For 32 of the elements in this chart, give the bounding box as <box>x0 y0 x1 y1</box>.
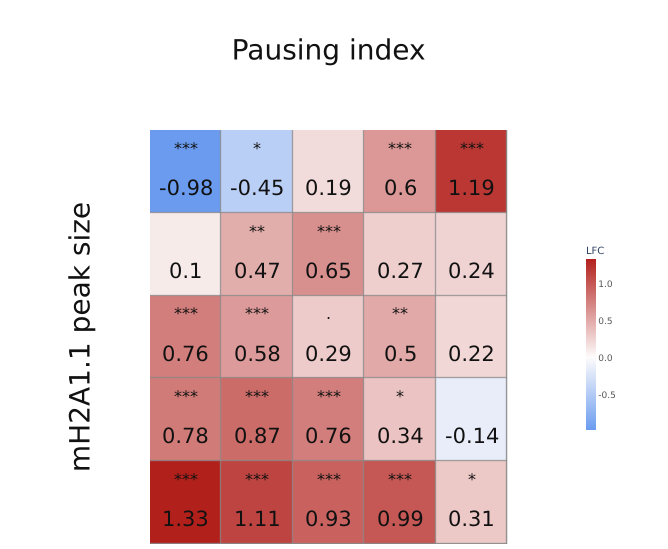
data-label: *** 0.99 <box>377 470 424 531</box>
data-label: *** 0.6 <box>384 139 418 200</box>
data-label: *** 0.76 <box>305 387 352 448</box>
data-label: * -0.45 <box>230 139 284 200</box>
data-label: ** 0.47 <box>234 222 281 283</box>
data-label: 0.22 <box>448 342 495 366</box>
data-label: *** -0.98 <box>159 139 214 200</box>
data-label: *** 1.11 <box>234 470 281 531</box>
data-label: 0.1 <box>169 259 202 283</box>
data-label: 0.27 <box>377 259 424 283</box>
data-label: * 0.34 <box>377 387 424 448</box>
data-label: *** 1.19 <box>448 139 495 200</box>
y-axis-title: mH2A1.1 peak size <box>64 202 97 472</box>
color-bar-title: LFC <box>586 246 604 257</box>
data-label: *** 0.76 <box>162 304 209 366</box>
color-bar-label: -0.5 <box>598 391 616 402</box>
data-label: *** 0.78 <box>162 387 209 448</box>
data-label: -0.14 <box>445 424 500 448</box>
data-label: 0.19 <box>305 176 352 200</box>
data-label: *** 1.33 <box>162 470 209 531</box>
color-bar-label: 0.0 <box>598 354 613 364</box>
data-label: *** 0.93 <box>305 470 352 531</box>
color-bar-label: 1.0 <box>598 280 613 290</box>
x-axis-title: Pausing index <box>232 34 426 67</box>
data-label: *** 0.58 <box>234 304 281 366</box>
data-label: *** 0.87 <box>234 387 281 448</box>
data-label: ** 0.5 <box>384 304 418 366</box>
data-label: * 0.31 <box>448 470 495 531</box>
data-label: *** 0.65 <box>305 222 352 283</box>
data-label: 0.24 <box>448 259 495 283</box>
color-bar-label: 0.5 <box>598 317 613 328</box>
data-label: . 0.29 <box>305 304 352 366</box>
